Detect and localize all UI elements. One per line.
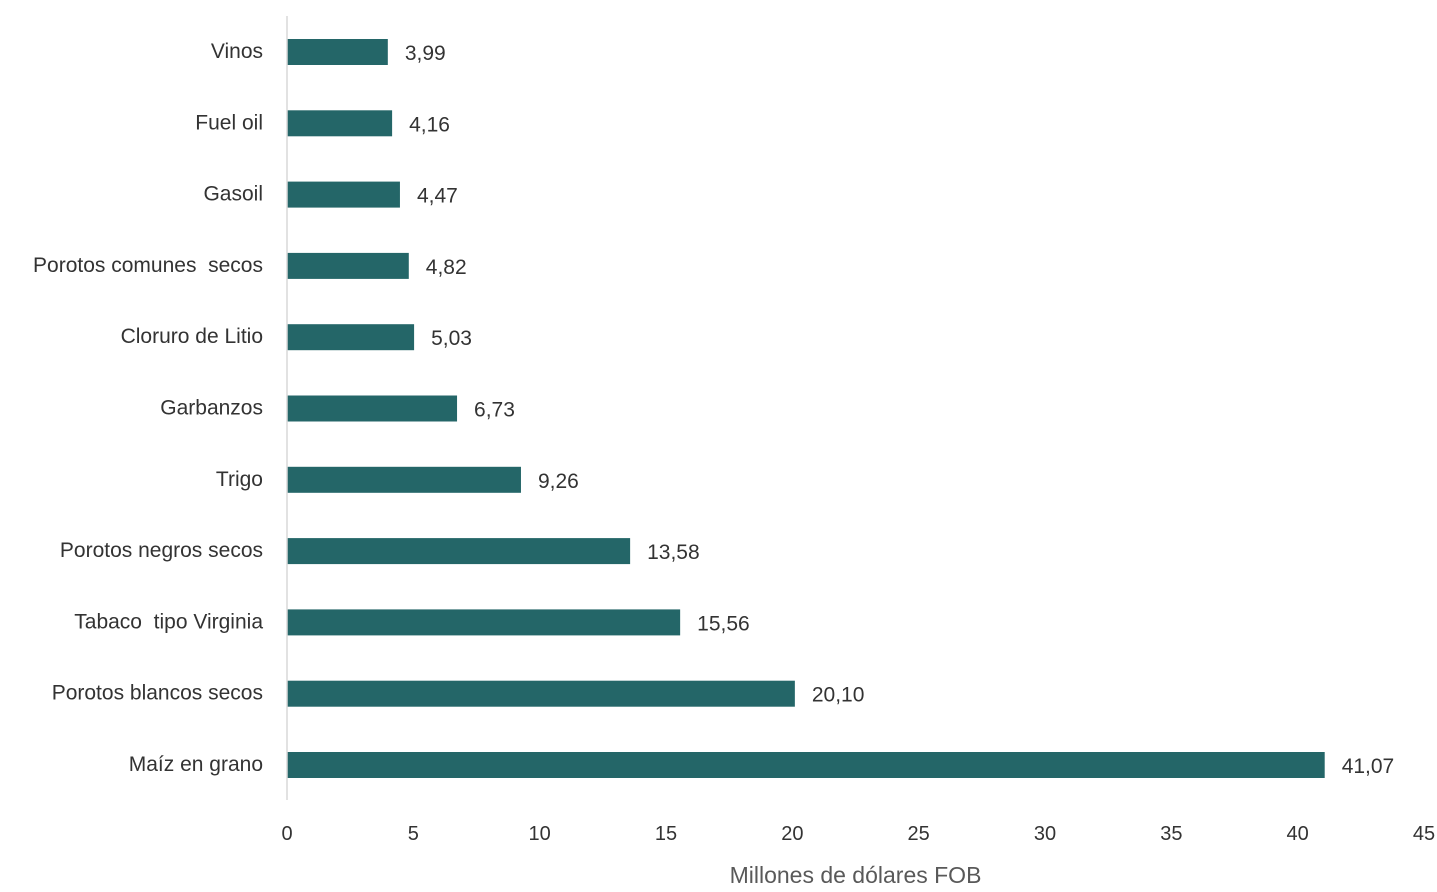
value-labels-layer: 3,99 4,16 4,47 4,82 5,03 6,73 9,26 13,58 15,56 20… bbox=[405, 42, 1394, 778]
category-label: Maíz en grano bbox=[129, 753, 263, 776]
bar-value-label: 41,07 bbox=[1342, 755, 1395, 778]
x-tick-label: 25 bbox=[908, 823, 930, 845]
bar-value-label: 3,99 bbox=[405, 42, 446, 65]
bar-value-label: 4,47 bbox=[417, 185, 458, 208]
category-label: Garbanzos bbox=[160, 397, 263, 420]
category-label: Porotos negros secos bbox=[60, 539, 263, 562]
x-tick-labels-layer: 0 5 10 15 20 25 30 35 40 45 bbox=[281, 823, 1435, 845]
x-tick-label: 30 bbox=[1034, 823, 1056, 845]
x-tick-label: 45 bbox=[1413, 823, 1435, 845]
bar bbox=[287, 752, 1325, 778]
bars-layer bbox=[287, 39, 1325, 778]
bar-value-label: 20,10 bbox=[812, 684, 865, 707]
bar-value-label: 4,16 bbox=[409, 113, 450, 136]
x-axis-title: Millones de dólares FOB bbox=[730, 862, 982, 887]
bar bbox=[287, 466, 521, 493]
x-tick-label: 0 bbox=[281, 823, 292, 845]
bar-value-label: 13,58 bbox=[647, 541, 700, 564]
category-label: Cloruro de Litio bbox=[121, 325, 263, 348]
category-label: Trigo bbox=[216, 468, 263, 491]
bar bbox=[287, 395, 458, 422]
bar bbox=[287, 324, 415, 351]
x-tick-label: 5 bbox=[408, 823, 419, 845]
category-label: Tabaco tipo Virginia bbox=[74, 610, 263, 633]
x-tick-label: 10 bbox=[529, 823, 551, 845]
category-label: Vinos bbox=[211, 40, 263, 63]
x-tick-label: 40 bbox=[1287, 823, 1309, 845]
bar-value-label: 5,03 bbox=[431, 327, 472, 350]
category-label: Porotos comunes secos bbox=[33, 254, 263, 277]
category-label: Porotos blancos secos bbox=[52, 682, 263, 705]
bar bbox=[287, 110, 393, 137]
x-tick-label: 20 bbox=[781, 823, 803, 845]
bar-value-label: 9,26 bbox=[538, 470, 579, 493]
bar bbox=[287, 680, 795, 707]
bar bbox=[287, 538, 631, 565]
bar-value-label: 6,73 bbox=[474, 399, 515, 422]
x-tick-label: 15 bbox=[655, 823, 677, 845]
bar bbox=[287, 181, 400, 208]
category-label: Fuel oil bbox=[195, 111, 263, 134]
bar bbox=[287, 252, 409, 279]
x-tick-label: 35 bbox=[1160, 823, 1182, 845]
category-labels-layer: Vinos Fuel oil Gasoil Porotos comunes secos… bbox=[33, 40, 263, 776]
bar-value-label: 15,56 bbox=[697, 612, 750, 635]
category-label: Gasoil bbox=[203, 183, 263, 206]
bar bbox=[287, 39, 388, 65]
bar bbox=[287, 609, 681, 636]
bar-value-label: 4,82 bbox=[426, 256, 467, 279]
